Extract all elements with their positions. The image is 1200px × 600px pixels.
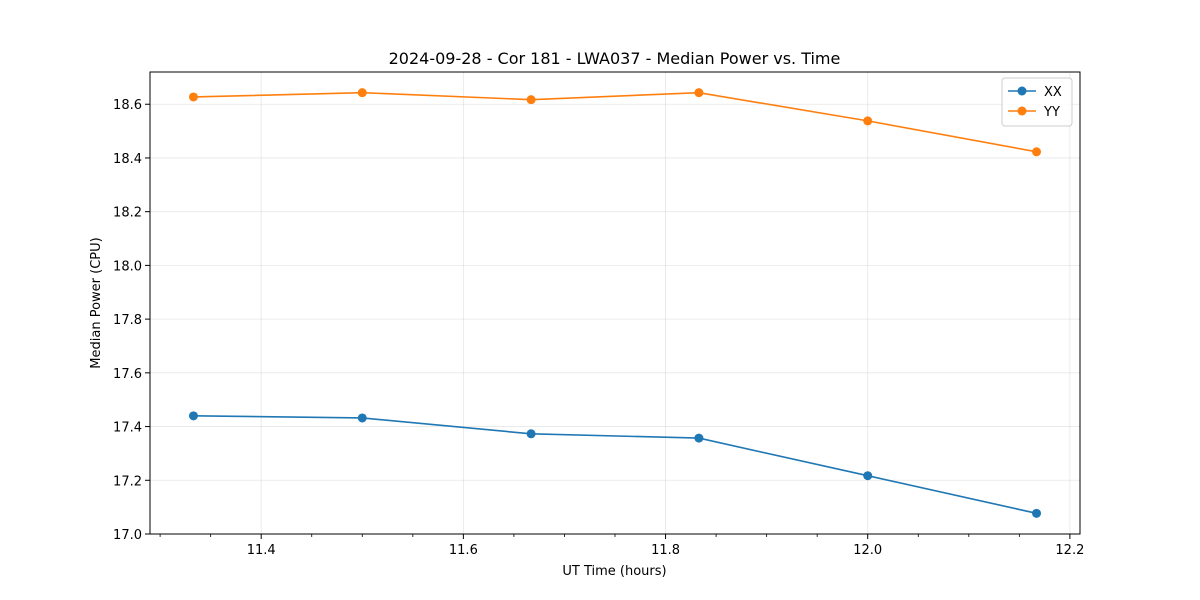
- grid-layer: [150, 72, 1080, 535]
- y-tick-label: 18.4: [113, 152, 142, 167]
- series-line-xx: [193, 415, 1037, 515]
- data-point-yy: [188, 92, 198, 102]
- data-point-xx: [357, 413, 367, 423]
- data-point-yy: [863, 116, 873, 126]
- x-axis-title: UT Time (hours): [562, 564, 666, 579]
- y-tick-label: 17.2: [113, 474, 142, 489]
- data-point-yy: [1032, 147, 1042, 157]
- data-point-xx: [863, 471, 873, 481]
- y-tick-label: 18.2: [113, 206, 142, 221]
- data-point-yy: [526, 95, 536, 105]
- axes-layer: 11.4 11.6 11.8 12.0 12.2 17.0 17.2 17.4 17.6 17.8…: [113, 71, 1084, 558]
- legend-label-yy: YY: [1043, 105, 1060, 120]
- data-point-xx: [188, 411, 198, 421]
- legend-marker-xx: [1017, 86, 1027, 96]
- legend: XX YY: [1001, 77, 1073, 127]
- data-point-yy: [694, 88, 704, 98]
- x-tick-label: 11.6: [449, 543, 478, 558]
- x-tick-label: 11.4: [247, 543, 276, 558]
- x-tick-label: 12.2: [1055, 543, 1084, 558]
- y-tick-label: 17.4: [113, 421, 142, 436]
- data-point-yy: [357, 88, 367, 98]
- x-tick-label: 11.8: [651, 543, 680, 558]
- data-point-xx: [694, 433, 704, 443]
- y-tick-label: 18.6: [113, 98, 142, 113]
- series-line-yy: [193, 91, 1037, 153]
- y-axis-title: Median Power (CPU): [89, 237, 104, 368]
- plot-frame: [149, 71, 1081, 535]
- legend-marker-yy: [1017, 106, 1027, 116]
- y-tick-label: 18.0: [113, 259, 142, 274]
- x-tick-label: 12.0: [853, 543, 882, 558]
- chart-title: 2024-09-28 - Cor 181 - LWA037 - Median P…: [389, 49, 841, 68]
- data-point-xx: [526, 429, 536, 439]
- y-tick-label: 17.0: [113, 528, 142, 543]
- data-point-xx: [1032, 508, 1042, 518]
- y-tick-label: 17.6: [113, 367, 142, 382]
- legend-label-xx: XX: [1044, 85, 1062, 100]
- series-layer: [188, 88, 1042, 518]
- y-tick-label: 17.8: [113, 313, 142, 328]
